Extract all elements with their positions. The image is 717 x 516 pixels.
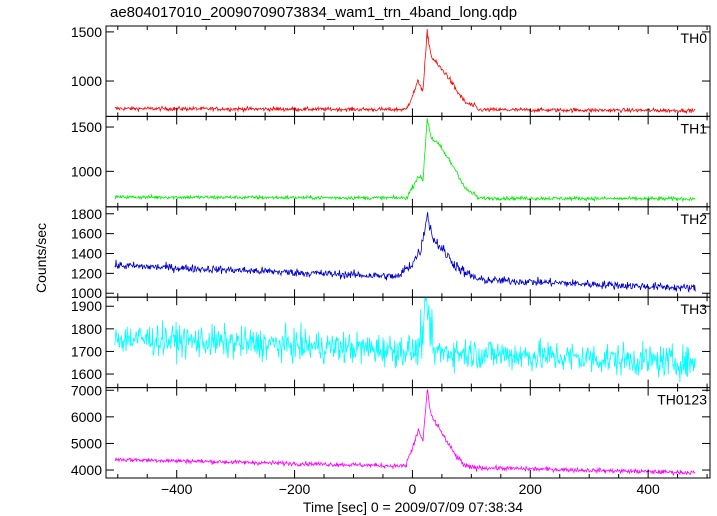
y-tick-label: 1900	[71, 298, 102, 314]
chart-title: ae804017010_20090709073834_wam1_trn_4ban…	[110, 4, 517, 21]
series-line-th2	[114, 212, 696, 293]
panel-frame-th0123	[105, 387, 711, 479]
y-axis-label: Counts/sec	[33, 223, 49, 293]
x-tick-label: 0	[409, 481, 417, 497]
y-tick-label: 1500	[71, 24, 102, 40]
panel-frame-th2	[105, 206, 711, 298]
x-tick-label: −400	[161, 481, 193, 497]
y-tick-label: 4000	[71, 462, 102, 478]
series-line-th3	[114, 296, 696, 383]
x-tick-label: 200	[519, 481, 543, 497]
panels: 1000 1500 TH0 1000 1500 TH1 1000 1200 1400 1600 18…	[71, 24, 711, 497]
series-line-th0	[114, 28, 696, 115]
series-line-th1	[114, 118, 696, 203]
y-tick-label: 1500	[71, 119, 102, 135]
panel-label-th0123: TH0123	[657, 392, 707, 408]
panel-label-th0: TH0	[681, 30, 708, 46]
panel-label-th1: TH1	[681, 120, 708, 136]
y-tick-label: 1800	[71, 321, 102, 337]
y-tick-label: 1000	[71, 163, 102, 179]
x-tick-label: 400	[636, 481, 660, 497]
y-tick-label: 1400	[71, 245, 102, 261]
x-axis-label: Time [sec] 0 = 2009/07/09 07:38:34	[303, 499, 523, 515]
y-tick-label: 1000	[71, 285, 102, 301]
y-tick-label: 1000	[71, 73, 102, 89]
y-tick-label: 7000	[71, 382, 102, 398]
x-tick-label: −200	[279, 481, 311, 497]
panel-frame-th0	[105, 25, 711, 117]
y-tick-label: 5000	[71, 435, 102, 451]
y-tick-label: 1200	[71, 265, 102, 281]
panel-label-th2: TH2	[681, 211, 708, 227]
y-tick-label: 1600	[71, 366, 102, 382]
y-tick-label: 1700	[71, 343, 102, 359]
panel-label-th3: TH3	[681, 301, 708, 317]
y-tick-label: 1600	[71, 226, 102, 242]
y-tick-label: 6000	[71, 409, 102, 425]
series-line-th0123	[114, 388, 696, 477]
panel-frame-th1	[105, 115, 711, 208]
y-tick-label: 1800	[71, 206, 102, 222]
